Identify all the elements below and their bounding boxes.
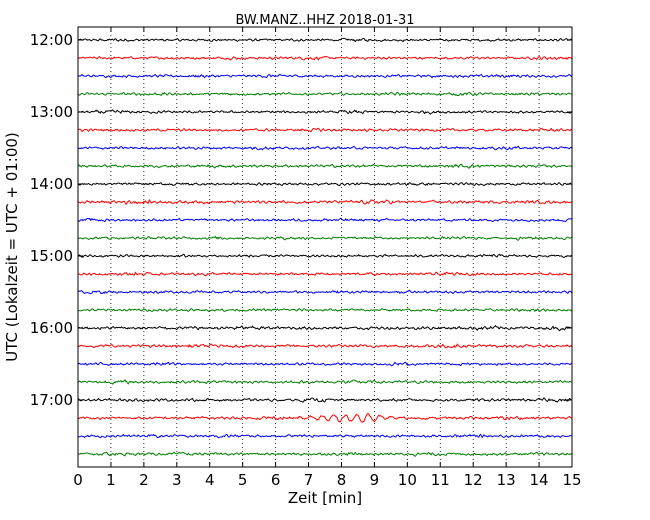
x-tick-label-7: 7 bbox=[304, 471, 314, 489]
x-tick-label-3: 3 bbox=[172, 471, 182, 489]
x-tick-label-2: 2 bbox=[139, 471, 149, 489]
grid-layer bbox=[110, 27, 540, 467]
trace-1345 bbox=[77, 163, 573, 169]
trace-1615 bbox=[77, 343, 573, 349]
x-tick-label-15: 15 bbox=[562, 471, 581, 489]
x-tick-label-14: 14 bbox=[530, 471, 549, 489]
trace-1330 bbox=[77, 145, 573, 151]
plot-frame bbox=[77, 26, 573, 468]
x-tick-label-13: 13 bbox=[497, 471, 516, 489]
x-tick-label-11: 11 bbox=[431, 471, 450, 489]
y-axis: 12:00 13:00 14:00 15:00 16:00 17:00 bbox=[30, 31, 572, 409]
trace-1430 bbox=[77, 217, 573, 223]
trace-1200 bbox=[77, 37, 572, 43]
trace-1515 bbox=[77, 271, 573, 277]
trace-1215 bbox=[77, 55, 573, 61]
trace-1745 bbox=[77, 451, 573, 457]
trace-1315 bbox=[77, 127, 573, 133]
trace-1300 bbox=[77, 109, 573, 115]
x-axis: 0 1 2 3 4 5 6 7 8 9 10 11 12 13 14 15 bbox=[73, 27, 582, 489]
trace-1230 bbox=[77, 73, 573, 79]
x-tick-label-1: 1 bbox=[106, 471, 116, 489]
x-tick-label-0: 0 bbox=[73, 471, 83, 489]
x-tick-label-10: 10 bbox=[398, 471, 417, 489]
traces-layer bbox=[77, 37, 573, 457]
y-tick-label-1600: 16:00 bbox=[30, 319, 73, 337]
x-tick-label-12: 12 bbox=[464, 471, 483, 489]
trace-1530 bbox=[77, 289, 573, 295]
x-tick-label-8: 8 bbox=[337, 471, 347, 489]
y-tick-label-1200: 12:00 bbox=[30, 31, 73, 49]
trace-1715 bbox=[77, 413, 573, 423]
trace-1500 bbox=[77, 253, 573, 259]
trace-1400 bbox=[77, 182, 573, 187]
trace-1600 bbox=[77, 324, 573, 332]
trace-1700 bbox=[77, 397, 573, 403]
x-axis-label: Zeit [min] bbox=[288, 489, 362, 507]
trace-1415 bbox=[77, 198, 573, 205]
trace-1730 bbox=[77, 433, 573, 439]
chart-title: BW.MANZ..HHZ 2018-01-31 bbox=[235, 13, 414, 28]
y-axis-label: UTC (Lokalzeit = UTC + 01:00) bbox=[3, 132, 21, 362]
y-tick-label-1700: 17:00 bbox=[30, 391, 73, 409]
trace-1245 bbox=[77, 91, 573, 97]
x-tick-label-4: 4 bbox=[205, 471, 215, 489]
x-tick-label-6: 6 bbox=[271, 471, 281, 489]
trace-1630 bbox=[77, 361, 573, 367]
trace-1445 bbox=[77, 235, 573, 241]
trace-1545 bbox=[77, 307, 573, 313]
y-tick-label-1500: 15:00 bbox=[30, 247, 73, 265]
x-tick-label-5: 5 bbox=[238, 471, 248, 489]
trace-1645 bbox=[77, 379, 573, 385]
x-tick-label-9: 9 bbox=[370, 471, 380, 489]
y-tick-label-1400: 14:00 bbox=[30, 175, 73, 193]
y-tick-label-1300: 13:00 bbox=[30, 103, 73, 121]
